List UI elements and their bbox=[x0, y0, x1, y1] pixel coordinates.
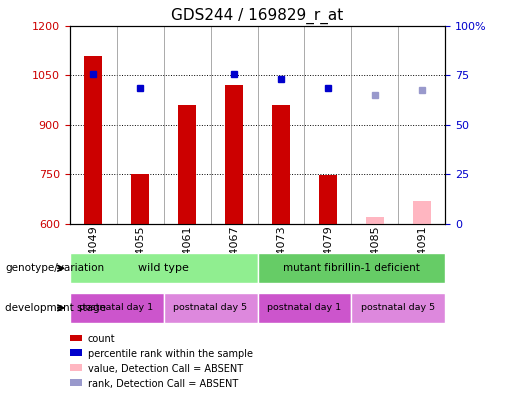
Bar bbox=[70, 334, 82, 341]
Bar bbox=[319, 175, 337, 224]
Bar bbox=[83, 56, 102, 224]
Text: rank, Detection Call = ABSENT: rank, Detection Call = ABSENT bbox=[88, 379, 238, 389]
Text: postnatal day 5: postnatal day 5 bbox=[362, 303, 436, 312]
Text: value, Detection Call = ABSENT: value, Detection Call = ABSENT bbox=[88, 364, 243, 374]
Text: mutant fibrillin-1 deficient: mutant fibrillin-1 deficient bbox=[283, 263, 420, 273]
Bar bbox=[225, 85, 244, 224]
Bar bbox=[131, 174, 149, 224]
Bar bbox=[70, 379, 82, 386]
Text: postnatal day 5: postnatal day 5 bbox=[174, 303, 248, 312]
Bar bbox=[352, 293, 445, 323]
Bar bbox=[70, 349, 82, 356]
Bar bbox=[258, 293, 351, 323]
Text: count: count bbox=[88, 333, 115, 344]
Bar bbox=[70, 364, 82, 371]
Bar bbox=[413, 201, 432, 224]
Bar bbox=[70, 293, 164, 323]
Text: percentile rank within the sample: percentile rank within the sample bbox=[88, 348, 252, 359]
Bar bbox=[258, 253, 445, 283]
Text: genotype/variation: genotype/variation bbox=[5, 263, 104, 273]
Bar bbox=[271, 105, 290, 224]
Text: development stage: development stage bbox=[5, 303, 106, 313]
Bar bbox=[164, 293, 258, 323]
Text: wild type: wild type bbox=[138, 263, 189, 273]
Text: postnatal day 1: postnatal day 1 bbox=[79, 303, 153, 312]
Bar bbox=[366, 217, 384, 224]
Bar bbox=[70, 253, 258, 283]
Text: postnatal day 1: postnatal day 1 bbox=[267, 303, 341, 312]
Bar bbox=[178, 105, 196, 224]
Title: GDS244 / 169829_r_at: GDS244 / 169829_r_at bbox=[171, 8, 344, 25]
